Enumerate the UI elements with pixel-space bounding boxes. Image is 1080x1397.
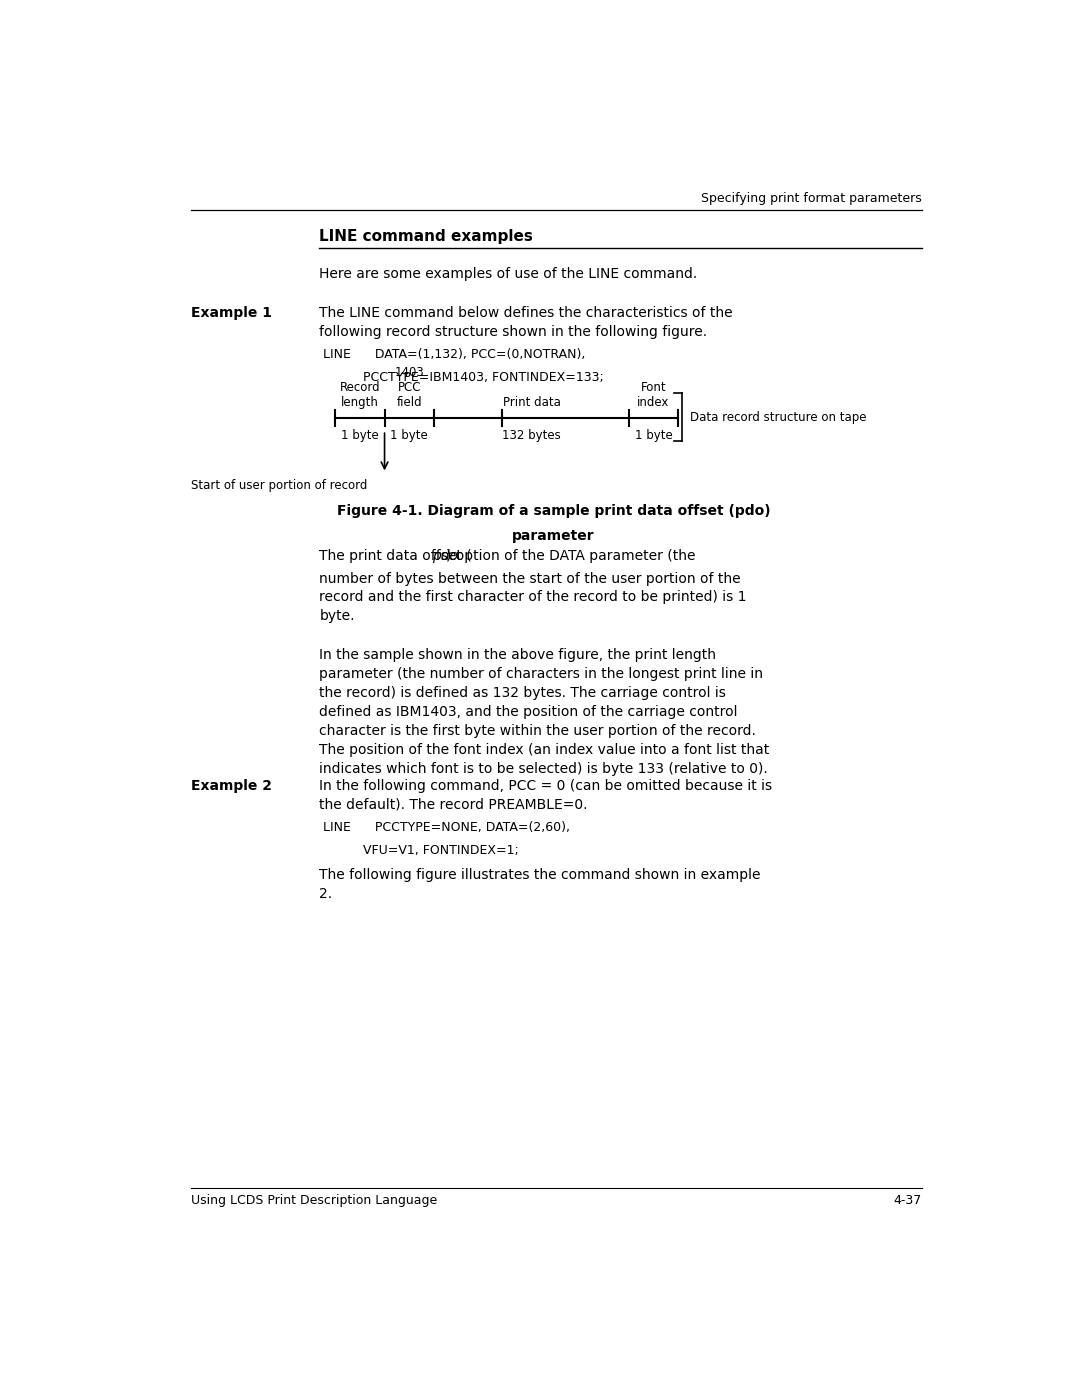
Text: Record
length: Record length [339,380,380,409]
Text: number of bytes between the start of the user portion of the
record and the firs: number of bytes between the start of the… [320,571,747,623]
Text: ) option of the DATA parameter (the: ) option of the DATA parameter (the [446,549,696,563]
Text: parameter: parameter [512,529,595,543]
Text: Data record structure on tape: Data record structure on tape [690,411,866,425]
Text: In the sample shown in the above figure, the print length
parameter (the number : In the sample shown in the above figure,… [320,648,770,775]
Text: LINE      PCCTYPE=NONE, DATA=(2,60),: LINE PCCTYPE=NONE, DATA=(2,60), [320,821,570,834]
Text: Start of user portion of record: Start of user portion of record [191,479,367,493]
Text: The LINE command below defines the characteristics of the
following record struc: The LINE command below defines the chara… [320,306,733,338]
Text: 1403
PCC
field: 1403 PCC field [394,366,424,409]
Text: 1 byte: 1 byte [391,429,429,441]
Text: In the following command, PCC = 0 (can be omitted because it is
the default). Th: In the following command, PCC = 0 (can b… [320,780,772,812]
Text: Font
index: Font index [637,380,670,409]
Text: Example 1: Example 1 [191,306,272,320]
Text: LINE command examples: LINE command examples [320,229,534,244]
Text: Specifying print format parameters: Specifying print format parameters [701,193,921,205]
Text: Figure 4-1. Diagram of a sample print data offset (pdo): Figure 4-1. Diagram of a sample print da… [337,504,770,518]
Text: 1 byte: 1 byte [635,429,673,441]
Text: The print data offset (: The print data offset ( [320,549,472,563]
Text: pdo: pdo [432,549,458,563]
Text: Print data: Print data [503,395,561,409]
Text: 1 byte: 1 byte [341,429,379,441]
Text: Example 2: Example 2 [191,780,272,793]
Text: Here are some examples of use of the LINE command.: Here are some examples of use of the LIN… [320,267,698,281]
Text: The following figure illustrates the command shown in example
2.: The following figure illustrates the com… [320,869,761,901]
Text: 4-37: 4-37 [893,1194,921,1207]
Text: Using LCDS Print Description Language: Using LCDS Print Description Language [191,1194,437,1207]
Text: VFU=V1, FONTINDEX=1;: VFU=V1, FONTINDEX=1; [320,844,519,858]
Text: LINE      DATA=(1,132), PCC=(0,NOTRAN),: LINE DATA=(1,132), PCC=(0,NOTRAN), [320,348,585,360]
Text: 132 bytes: 132 bytes [502,429,562,441]
Text: PCCTYPE=IBM1403, FONTINDEX=133;: PCCTYPE=IBM1403, FONTINDEX=133; [320,372,604,384]
